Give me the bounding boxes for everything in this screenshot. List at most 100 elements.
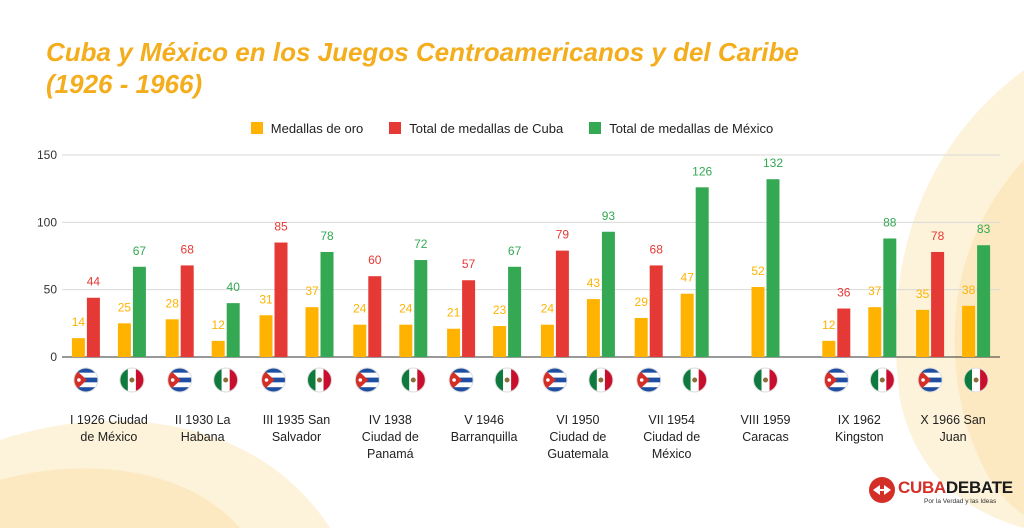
mexico-flag-icon — [963, 367, 989, 393]
bar-mexico-gold — [117, 323, 131, 357]
chart-legend: Medallas de oro Total de medallas de Cub… — [0, 119, 1024, 137]
bar-cuba-gold — [634, 317, 648, 357]
x-category-label-line: Kingston — [834, 430, 884, 444]
bar-cuba-total — [368, 276, 382, 357]
bar-cuba-total-value-label: 78 — [931, 229, 945, 243]
bar-mexico-gold-value-label: 23 — [493, 303, 507, 317]
cubadebate-logo: CUBADEBATE Por la Verdad y las Ideas — [868, 476, 1018, 512]
bar-mexico-total — [414, 260, 428, 357]
bar-cuba-gold — [916, 309, 930, 357]
cuba-flag-icon — [167, 367, 193, 393]
cuba-flag-icon — [448, 367, 474, 393]
mexico-flag-icon — [213, 367, 239, 393]
bar-cuba-total — [462, 280, 476, 357]
x-category-label-line: Ciudad de — [549, 430, 607, 444]
bar-mexico-total-value-label: 67 — [133, 244, 147, 258]
bar-cuba-total-value-label: 60 — [368, 253, 382, 267]
cuba-flag-icon — [73, 367, 99, 393]
legend-label-mexico: Total de medallas de México — [609, 120, 774, 136]
x-category-label: VI 1950 Ciudad de Guatemala — [533, 412, 623, 463]
mexico-flag-icon — [119, 367, 145, 393]
cuba-flag-icon — [823, 367, 849, 393]
x-category-label-line: III 1935 San — [262, 413, 331, 427]
bar-cuba-gold — [353, 324, 367, 357]
bar-mexico-gold — [399, 324, 413, 357]
cuba-flag-icon — [542, 367, 568, 393]
bar-mexico-gold — [305, 307, 319, 357]
bar-mexico-gold-value-label: 47 — [681, 271, 695, 285]
bar-cuba-gold — [822, 340, 836, 357]
y-tick-label: 0 — [50, 350, 57, 364]
x-category-label-line: Panamá — [367, 447, 414, 461]
bar-cuba-gold — [259, 315, 273, 357]
y-tick-label: 50 — [44, 283, 58, 297]
legend-swatch-gold — [250, 122, 263, 134]
x-category-label-line: IV 1938 — [368, 413, 412, 427]
x-category-label: IX 1962 Kingston — [814, 412, 904, 446]
x-category-label-line: V 1946 — [464, 413, 504, 427]
bar-mexico-gold-value-label: 12 — [212, 318, 226, 332]
bar-mexico-total — [508, 266, 522, 357]
bar-mexico-total-value-label: 40 — [227, 280, 241, 294]
x-category-label-line: Juan — [939, 430, 967, 444]
mexico-flag-icon — [400, 367, 426, 393]
x-category-label-line: VI 1950 — [556, 413, 600, 427]
legend-item-gold: Medallas de oro — [250, 119, 363, 137]
bar-cuba-gold-value-label: 29 — [635, 295, 649, 309]
y-tick-label: 100 — [37, 215, 57, 229]
bar-cuba-total — [837, 308, 851, 357]
x-category-label-line: II 1930 La — [174, 413, 231, 427]
bar-cuba-total-value-label: 85 — [274, 220, 288, 234]
bar-mexico-gold-value-label: 24 — [399, 302, 413, 316]
bar-mexico-total-value-label: 83 — [977, 222, 991, 236]
x-category-label: X 1966 San Juan — [908, 412, 998, 446]
x-category-label: I 1926 Ciudad de México — [64, 412, 154, 446]
mexico-flag-icon — [869, 367, 895, 393]
bar-mexico-gold-value-label: 25 — [118, 300, 132, 314]
bar-cuba-total — [180, 265, 194, 357]
bar-mexico-gold — [211, 340, 225, 357]
x-category-label: II 1930 La Habana — [158, 412, 248, 446]
bar-mexico-total-value-label: 93 — [602, 209, 616, 223]
bar-mexico-gold-value-label: 38 — [962, 283, 976, 297]
bar-mexico-total — [601, 231, 615, 357]
mexico-flag-icon — [588, 367, 614, 393]
bar-mexico-total — [226, 303, 240, 357]
bar-mexico-gold — [962, 305, 976, 357]
bar-cuba-gold — [540, 324, 554, 357]
bar-mexico-total-value-label: 132 — [763, 156, 783, 170]
mexico-flag-icon — [753, 367, 778, 393]
bar-cuba-gold — [165, 319, 179, 357]
bar-cuba-total — [274, 242, 288, 357]
cuba-flag-icon — [354, 367, 380, 393]
bar-mexico-gold-value-label: 37 — [868, 284, 882, 298]
bar-cuba-total — [86, 297, 100, 357]
cuba-flag-icon — [917, 367, 943, 393]
mexico-flag-icon — [682, 367, 708, 393]
x-category-label-line: VII 1954 — [648, 413, 695, 427]
chart-title-line-2: (1926 - 1966) — [46, 69, 203, 99]
bar-mexico-gold — [586, 299, 600, 357]
bar-cuba-gold-value-label: 35 — [916, 287, 930, 301]
bar-cuba-total-value-label: 44 — [87, 275, 101, 289]
x-category-label-line: VIII 1959 — [740, 413, 791, 427]
legend-item-cuba: Total de medallas de Cuba — [389, 119, 563, 137]
x-category-label-line: Habana — [180, 430, 225, 444]
bar-mexico-total-value-label: 78 — [320, 229, 334, 243]
legend-swatch-mexico — [589, 122, 602, 134]
bar-cuba-total-value-label: 79 — [556, 228, 570, 242]
x-category-label-line: X 1966 San — [920, 413, 986, 427]
logo-wordmark-debate: DEBATE — [945, 478, 1013, 497]
bar-cuba-total-value-label: 68 — [650, 242, 664, 256]
x-category-label: VIII 1959 Caracas — [721, 412, 811, 446]
bar-cuba-gold-value-label: 24 — [541, 302, 555, 316]
bar-mexico-total-value-label: 67 — [508, 244, 522, 258]
bar-cuba-total — [649, 265, 663, 357]
bar-cuba-total-value-label: 57 — [462, 257, 476, 271]
bar-mexico-gold — [680, 293, 694, 357]
bar-mexico-gold — [493, 326, 507, 357]
x-category-label-line: Guatemala — [547, 447, 609, 461]
bar-cuba-total — [931, 251, 945, 357]
